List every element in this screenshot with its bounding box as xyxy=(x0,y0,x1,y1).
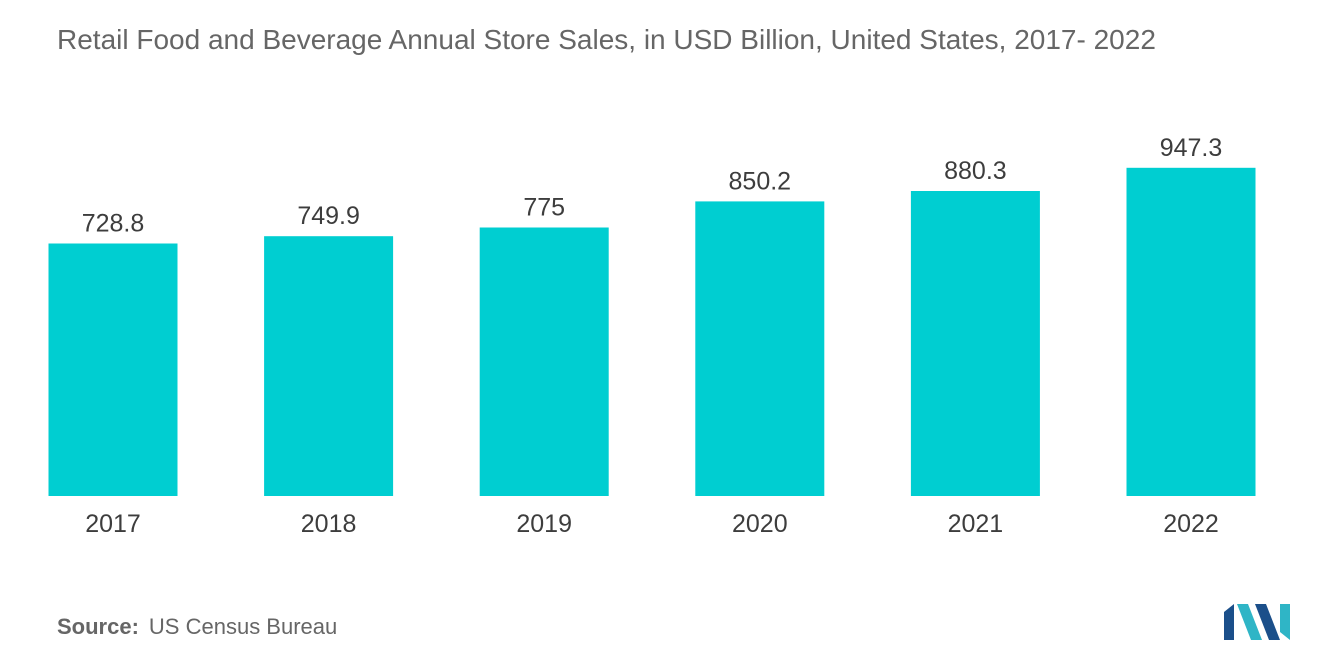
bar-2018 xyxy=(264,236,394,496)
x-tick-label-2020: 2020 xyxy=(732,510,788,538)
mordor-intelligence-logo-icon xyxy=(1224,604,1290,640)
x-tick-label-2021: 2021 xyxy=(948,510,1004,538)
source-text: US Census Bureau xyxy=(148,614,338,639)
bar-chart: 728.8 2017 749.9 2018 775 2019 850.2 2020 880.3 2… xyxy=(48,134,1256,538)
x-tick-label-2017: 2017 xyxy=(85,510,141,538)
bar-2019 xyxy=(479,227,609,496)
data-label-2018: 749.9 xyxy=(297,202,360,230)
data-label-2022: 947.3 xyxy=(1160,134,1223,162)
x-tick-label-2022: 2022 xyxy=(1163,510,1219,538)
data-label-2017: 728.8 xyxy=(82,210,145,238)
bar-2021 xyxy=(910,191,1040,496)
data-label-2020: 850.2 xyxy=(729,167,792,195)
bar-2022 xyxy=(1126,167,1256,497)
bar-2017 xyxy=(48,243,178,496)
source-label: Source: xyxy=(57,614,139,639)
x-tick-label-2019: 2019 xyxy=(516,510,572,538)
chart-title: Retail Food and Beverage Annual Store Sa… xyxy=(57,24,1156,55)
data-label-2021: 880.3 xyxy=(944,157,1007,185)
x-tick-label-2018: 2018 xyxy=(301,510,357,538)
data-label-2019: 775 xyxy=(523,194,565,222)
source-line: Source: US Census Bureau xyxy=(57,614,337,640)
bar-2020 xyxy=(695,201,825,496)
